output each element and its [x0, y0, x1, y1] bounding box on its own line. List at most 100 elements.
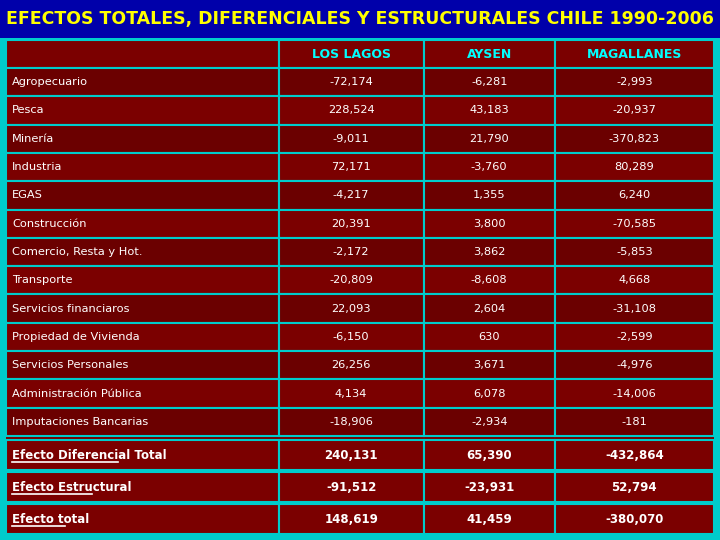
Text: -70,585: -70,585: [612, 219, 657, 229]
Bar: [279, 294, 423, 323]
Bar: [423, 440, 554, 470]
Text: -5,853: -5,853: [616, 247, 653, 257]
Bar: [554, 380, 714, 408]
Bar: [279, 125, 423, 153]
Bar: [6, 40, 279, 68]
Text: 80,289: 80,289: [614, 162, 654, 172]
Bar: [279, 472, 423, 502]
Text: -6,281: -6,281: [471, 77, 508, 87]
Bar: [423, 238, 554, 266]
Bar: [554, 323, 714, 351]
Text: Minería: Minería: [12, 134, 54, 144]
Text: 43,183: 43,183: [469, 105, 509, 116]
Bar: [279, 440, 423, 470]
Text: -20,937: -20,937: [613, 105, 657, 116]
Text: Agropecuario: Agropecuario: [12, 77, 88, 87]
Text: -2,172: -2,172: [333, 247, 369, 257]
Text: AYSEN: AYSEN: [467, 48, 512, 60]
Bar: [6, 351, 279, 380]
Text: -432,864: -432,864: [605, 449, 664, 462]
Bar: [554, 238, 714, 266]
Bar: [554, 294, 714, 323]
Bar: [554, 68, 714, 96]
Text: Servicios financiaros: Servicios financiaros: [12, 303, 130, 314]
Bar: [554, 40, 714, 68]
Text: Efecto Diferencial Total: Efecto Diferencial Total: [12, 449, 166, 462]
Text: -23,931: -23,931: [464, 481, 514, 494]
Bar: [6, 504, 279, 534]
Bar: [279, 238, 423, 266]
Bar: [279, 181, 423, 210]
Text: 240,131: 240,131: [325, 449, 378, 462]
Text: -9,011: -9,011: [333, 134, 369, 144]
Bar: [423, 351, 554, 380]
Bar: [279, 68, 423, 96]
Bar: [423, 323, 554, 351]
Bar: [554, 351, 714, 380]
Bar: [0, 0, 720, 38]
Bar: [6, 238, 279, 266]
Text: -8,608: -8,608: [471, 275, 508, 285]
Bar: [6, 472, 279, 502]
Bar: [554, 210, 714, 238]
Text: -2,993: -2,993: [616, 77, 652, 87]
Text: 52,794: 52,794: [611, 481, 657, 494]
Text: -370,823: -370,823: [609, 134, 660, 144]
Bar: [423, 294, 554, 323]
Text: -181: -181: [621, 417, 647, 427]
Bar: [279, 380, 423, 408]
Bar: [6, 153, 279, 181]
Bar: [423, 125, 554, 153]
Bar: [279, 96, 423, 125]
Text: 21,790: 21,790: [469, 134, 509, 144]
Bar: [423, 181, 554, 210]
Bar: [554, 408, 714, 436]
Text: -18,906: -18,906: [329, 417, 373, 427]
Text: -91,512: -91,512: [326, 481, 377, 494]
Text: 72,171: 72,171: [331, 162, 371, 172]
Bar: [279, 351, 423, 380]
Bar: [6, 323, 279, 351]
Bar: [423, 472, 554, 502]
Text: LOS LAGOS: LOS LAGOS: [312, 48, 391, 60]
Text: Administración Pública: Administración Pública: [12, 389, 142, 399]
Text: 41,459: 41,459: [467, 512, 512, 525]
Text: 3,800: 3,800: [473, 219, 505, 229]
Text: 1,355: 1,355: [473, 191, 505, 200]
Text: -4,976: -4,976: [616, 360, 652, 370]
Text: -380,070: -380,070: [606, 512, 664, 525]
Bar: [423, 266, 554, 294]
Bar: [279, 210, 423, 238]
Text: 6,078: 6,078: [473, 389, 505, 399]
Bar: [423, 504, 554, 534]
Bar: [6, 380, 279, 408]
Text: Pesca: Pesca: [12, 105, 45, 116]
Text: 4,668: 4,668: [618, 275, 650, 285]
Bar: [554, 181, 714, 210]
Bar: [554, 440, 714, 470]
Text: 2,604: 2,604: [473, 303, 505, 314]
Bar: [6, 266, 279, 294]
Text: -20,809: -20,809: [329, 275, 373, 285]
Text: 3,671: 3,671: [473, 360, 505, 370]
Text: 26,256: 26,256: [331, 360, 371, 370]
Bar: [554, 125, 714, 153]
Text: -72,174: -72,174: [329, 77, 373, 87]
Text: Propiedad de Vivienda: Propiedad de Vivienda: [12, 332, 140, 342]
Bar: [6, 210, 279, 238]
Text: 65,390: 65,390: [467, 449, 512, 462]
Text: Construcción: Construcción: [12, 219, 86, 229]
Bar: [423, 380, 554, 408]
Bar: [554, 504, 714, 534]
Text: -3,760: -3,760: [471, 162, 508, 172]
Text: 22,093: 22,093: [331, 303, 371, 314]
Text: -2,599: -2,599: [616, 332, 652, 342]
Text: MAGALLANES: MAGALLANES: [587, 48, 682, 60]
Text: Efecto Estructural: Efecto Estructural: [12, 481, 132, 494]
Text: -4,217: -4,217: [333, 191, 369, 200]
Text: Industria: Industria: [12, 162, 63, 172]
Text: -31,108: -31,108: [612, 303, 657, 314]
Bar: [554, 472, 714, 502]
Text: Efecto total: Efecto total: [12, 512, 89, 525]
Text: 4,134: 4,134: [335, 389, 367, 399]
